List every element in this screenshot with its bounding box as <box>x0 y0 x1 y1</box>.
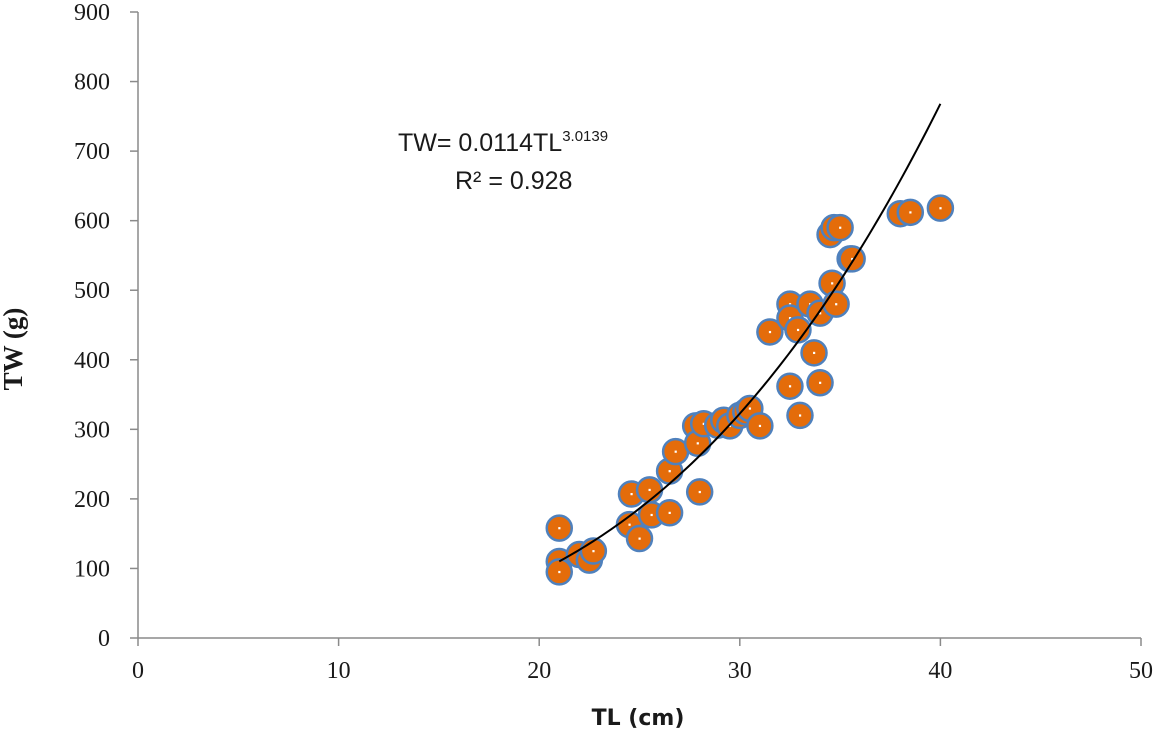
data-point-center <box>650 513 653 517</box>
data-point <box>685 478 714 506</box>
y-tick-label: 600 <box>74 209 110 235</box>
x-tick-label: 10 <box>327 658 351 684</box>
data-point <box>826 213 854 242</box>
y-tick-label: 300 <box>74 417 110 443</box>
y-axis-ticks: 0 100 200 300 400 500 600 700 800 900 <box>74 0 138 652</box>
data-point <box>655 499 684 527</box>
data-point-center <box>798 414 802 417</box>
equation-text: TW= 0.0114TL <box>398 129 562 157</box>
data-point <box>545 558 574 586</box>
data-point-center <box>758 424 762 428</box>
data-point-center <box>638 537 641 540</box>
y-tick-label: 0 <box>98 626 110 652</box>
data-point-center <box>831 282 834 285</box>
r-squared-label: R² = 0.928 <box>455 167 572 195</box>
axes <box>137 12 1141 639</box>
x-axis-label: TL (cm) <box>592 706 685 731</box>
data-point-center <box>558 570 561 574</box>
data-point <box>756 318 784 346</box>
data-point-center <box>796 328 800 332</box>
y-tick-label: 500 <box>74 278 110 304</box>
x-tick-label: 20 <box>527 658 551 684</box>
data-point-center <box>674 450 677 453</box>
data-point-center <box>696 442 699 445</box>
y-tick-label: 400 <box>74 348 110 374</box>
y-tick-label: 700 <box>74 139 110 165</box>
data-point-center <box>748 407 752 410</box>
x-axis-ticks: 0 10 20 30 40 50 <box>132 638 1153 684</box>
equation-exponent: 3.0139 <box>562 128 608 145</box>
data-point <box>776 372 804 400</box>
data-points <box>545 194 955 586</box>
data-point-center <box>630 493 633 496</box>
trendline-equation: TW= 0.0114TL3.0139 <box>398 128 608 157</box>
data-point <box>926 194 955 222</box>
data-point-center <box>813 351 816 355</box>
data-point-center <box>909 211 912 214</box>
data-point-center <box>788 303 792 306</box>
data-point <box>806 368 834 397</box>
x-tick-label: 0 <box>132 658 144 684</box>
y-tick-label: 800 <box>74 70 110 96</box>
y-tick-label: 900 <box>74 0 110 26</box>
data-point-center <box>788 317 792 320</box>
data-point <box>822 290 850 318</box>
data-point <box>746 412 774 440</box>
data-point-center <box>851 257 854 261</box>
data-point-center <box>819 312 822 315</box>
y-axis-label: TW (g) <box>0 308 28 391</box>
data-point <box>786 401 814 430</box>
data-point-center <box>768 330 772 334</box>
y-tick-label: 200 <box>74 487 110 513</box>
x-tick-label: 30 <box>728 658 752 684</box>
data-point-center <box>592 550 595 553</box>
data-point-center <box>558 527 561 530</box>
data-point-center <box>835 303 838 306</box>
data-point-center <box>702 422 705 425</box>
x-tick-label: 40 <box>928 658 952 684</box>
data-point <box>635 476 664 504</box>
y-tick-label: 100 <box>74 556 110 582</box>
data-point-center <box>698 490 701 494</box>
data-point-center <box>628 523 631 526</box>
data-point <box>545 514 574 542</box>
data-point <box>896 198 925 227</box>
data-point <box>838 245 866 273</box>
x-tick-label: 50 <box>1129 658 1153 684</box>
data-point-center <box>668 470 671 473</box>
data-point-center <box>839 226 842 229</box>
power-trendline <box>558 103 942 563</box>
data-point-center <box>939 207 942 210</box>
data-point <box>800 339 828 367</box>
data-point-center <box>788 385 792 388</box>
data-point-center <box>648 488 651 492</box>
data-point <box>625 524 654 553</box>
data-point-center <box>819 381 822 384</box>
data-point-center <box>668 511 671 514</box>
